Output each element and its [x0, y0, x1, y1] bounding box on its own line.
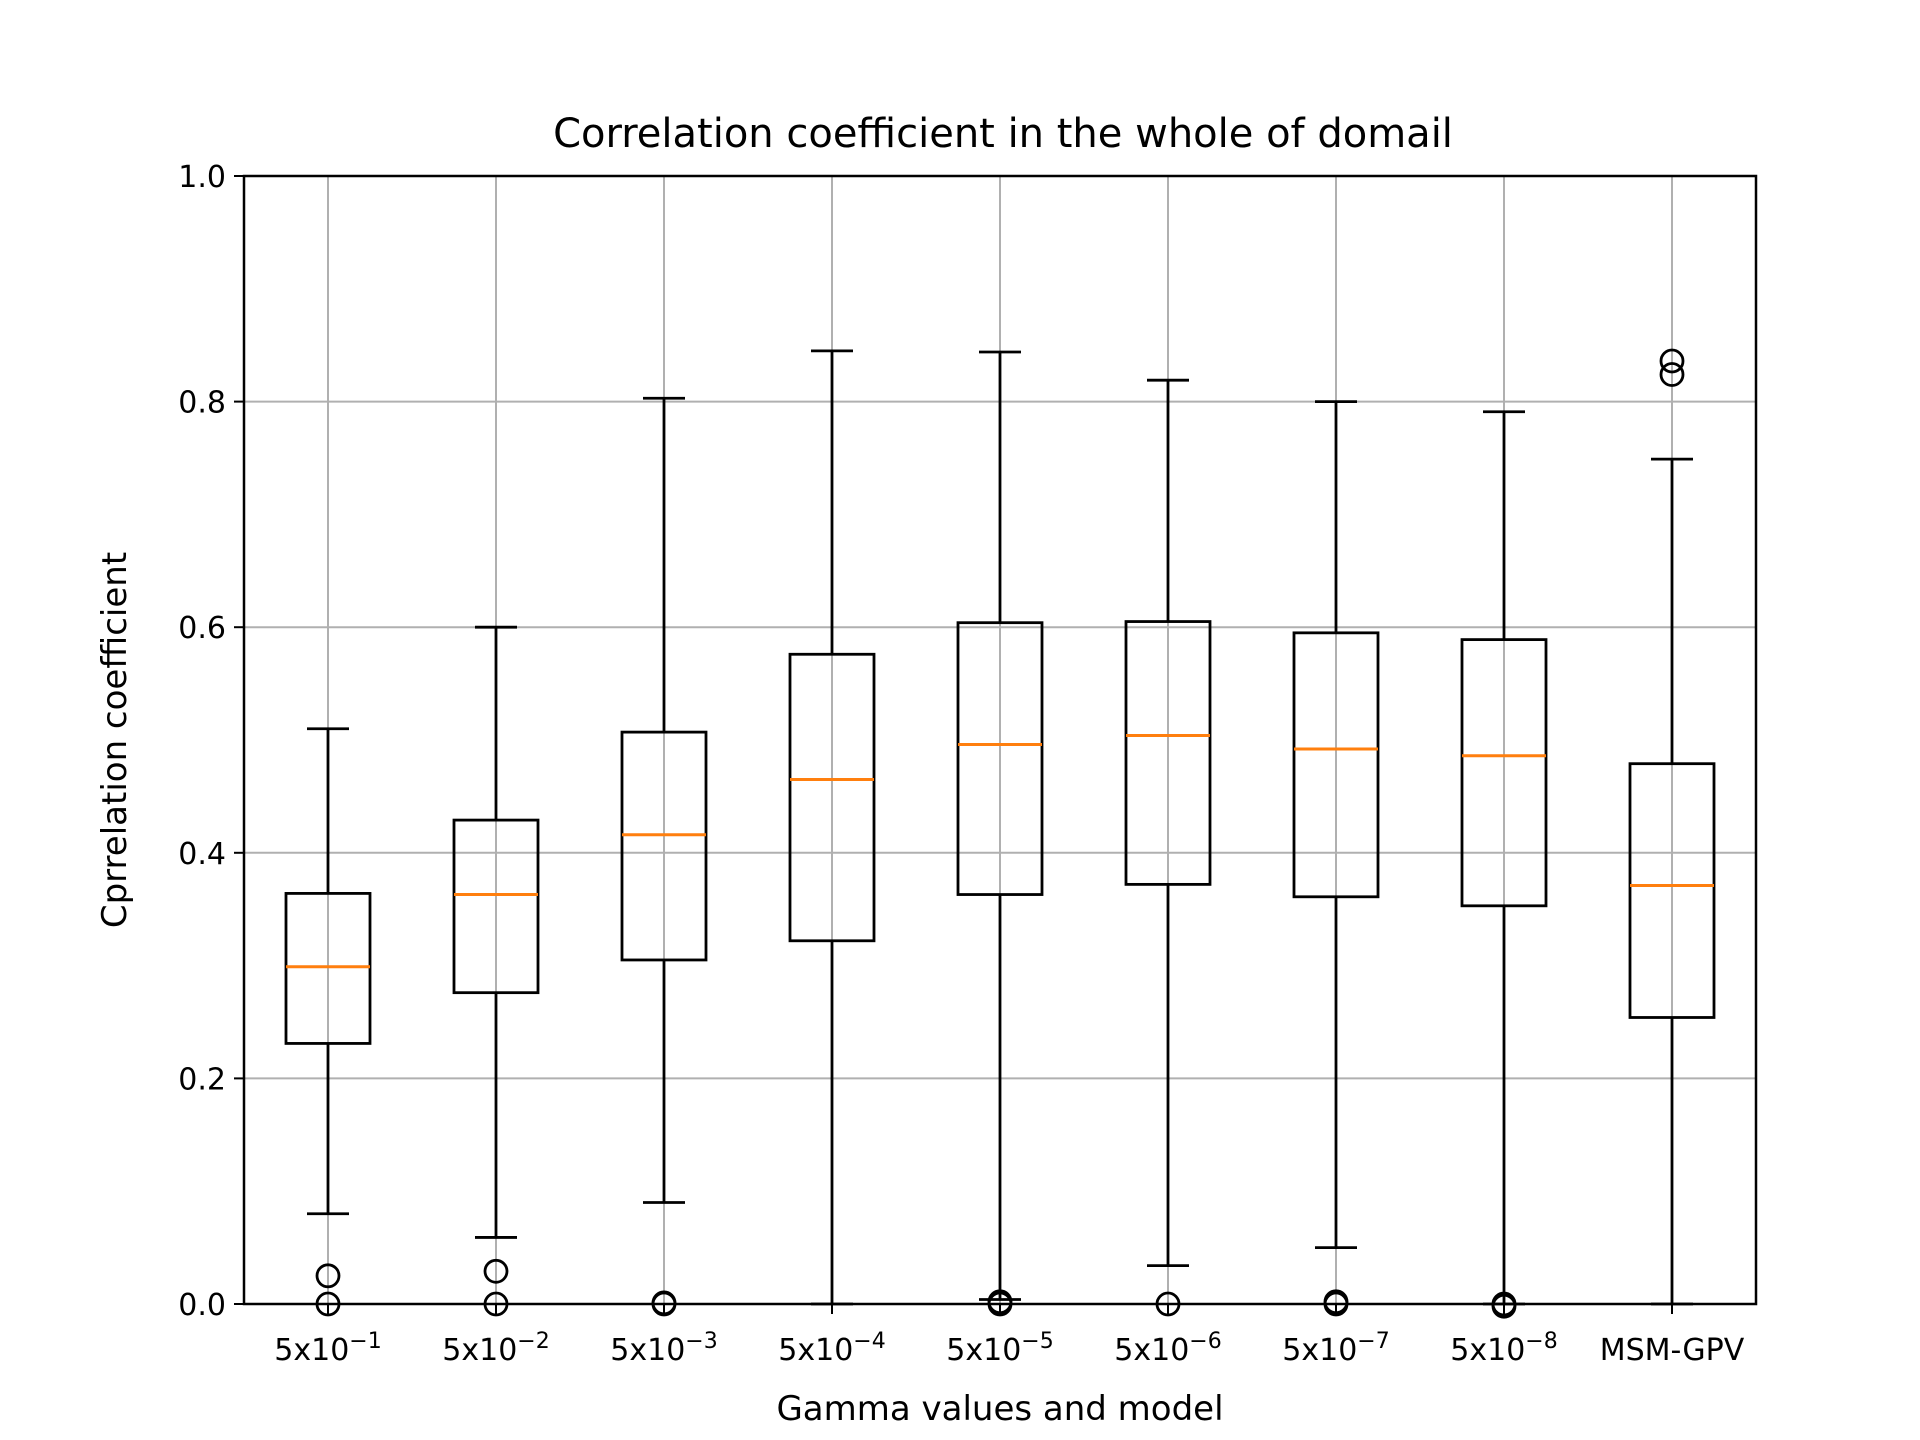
x-tick-label: 5x10−5	[946, 1329, 1053, 1368]
iqr-box	[284, 892, 372, 1045]
x-tick-label: MSM-GPV	[1600, 1333, 1745, 1368]
box-group	[1628, 348, 1716, 1306]
outlier-point	[483, 1258, 509, 1284]
iqr-box	[1460, 638, 1548, 908]
box-group	[452, 625, 540, 1317]
iqr-box	[1292, 631, 1380, 899]
y-tick-label: 0.6	[178, 611, 226, 646]
x-tick-label: 5x10−6	[1114, 1329, 1221, 1368]
y-tick-label: 1.0	[178, 160, 226, 195]
outlier-point	[315, 1263, 341, 1289]
iqr-box	[956, 621, 1044, 896]
x-tick-label: 5x10−8	[1450, 1329, 1557, 1368]
x-tick-label: 5x10−7	[1282, 1329, 1389, 1368]
chart-title: Correlation coefficient in the whole of …	[553, 111, 1453, 157]
iqr-box	[620, 730, 708, 962]
iqr-box	[788, 652, 876, 943]
y-axis: 0.0 0.2 0.4 0.6 0.8 1.0	[178, 160, 244, 1323]
x-tick-label: 5x10−4	[778, 1329, 885, 1368]
iqr-box	[452, 818, 540, 995]
y-axis-label: Cprrelation coefficient	[95, 552, 135, 928]
x-tick-label: 5x10−1	[274, 1329, 381, 1368]
x-axis-label: Gamma values and model	[776, 1389, 1223, 1429]
box-group	[1124, 378, 1212, 1317]
x-tick-label: 5x10−2	[442, 1329, 549, 1368]
outlier-point	[1659, 348, 1685, 374]
outlier-point	[1491, 1293, 1517, 1319]
y-tick-label: 0.2	[178, 1062, 226, 1097]
iqr-box	[1124, 620, 1212, 886]
x-tick-label: 5x10−3	[610, 1329, 717, 1368]
iqr-box	[1628, 762, 1716, 1019]
x-axis: 5x10−1 5x10−2 5x10−3 5x10−4 5x10−5 5x10−6 5x10…	[274, 1304, 1745, 1368]
y-tick-label: 0.4	[178, 837, 226, 872]
box-group	[1292, 400, 1380, 1317]
y-tick-label: 0.0	[178, 1288, 226, 1323]
outlier-point	[1659, 362, 1685, 387]
y-tick-label: 0.8	[178, 386, 226, 421]
